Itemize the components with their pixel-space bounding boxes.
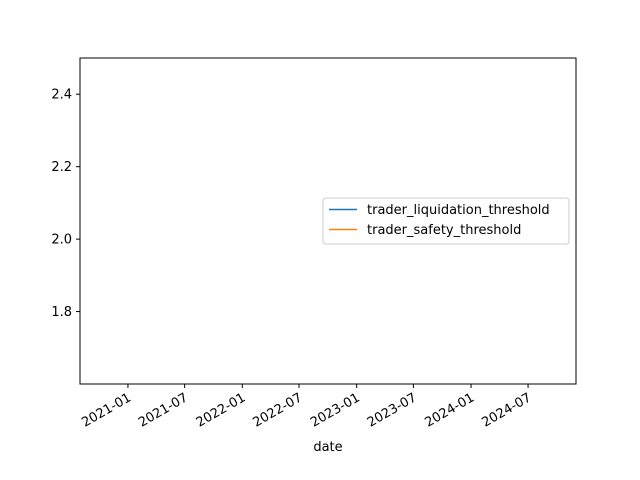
y-tick-label: 2.0	[51, 233, 72, 248]
y-tick-label: 2.2	[51, 160, 72, 175]
legend-label: trader_safety_threshold	[367, 223, 521, 238]
x-axis-label: date	[313, 440, 342, 455]
legend-label: trader_liquidation_threshold	[367, 203, 550, 218]
y-axis: 1.8 2.0 2.2 2.4	[51, 88, 80, 320]
legend: trader_liquidation_threshold trader_safet…	[322, 197, 570, 245]
y-tick-label: 1.8	[51, 305, 72, 320]
plot-frame	[79, 57, 577, 385]
y-tick-label: 2.4	[51, 88, 72, 103]
legend-box	[322, 197, 570, 245]
